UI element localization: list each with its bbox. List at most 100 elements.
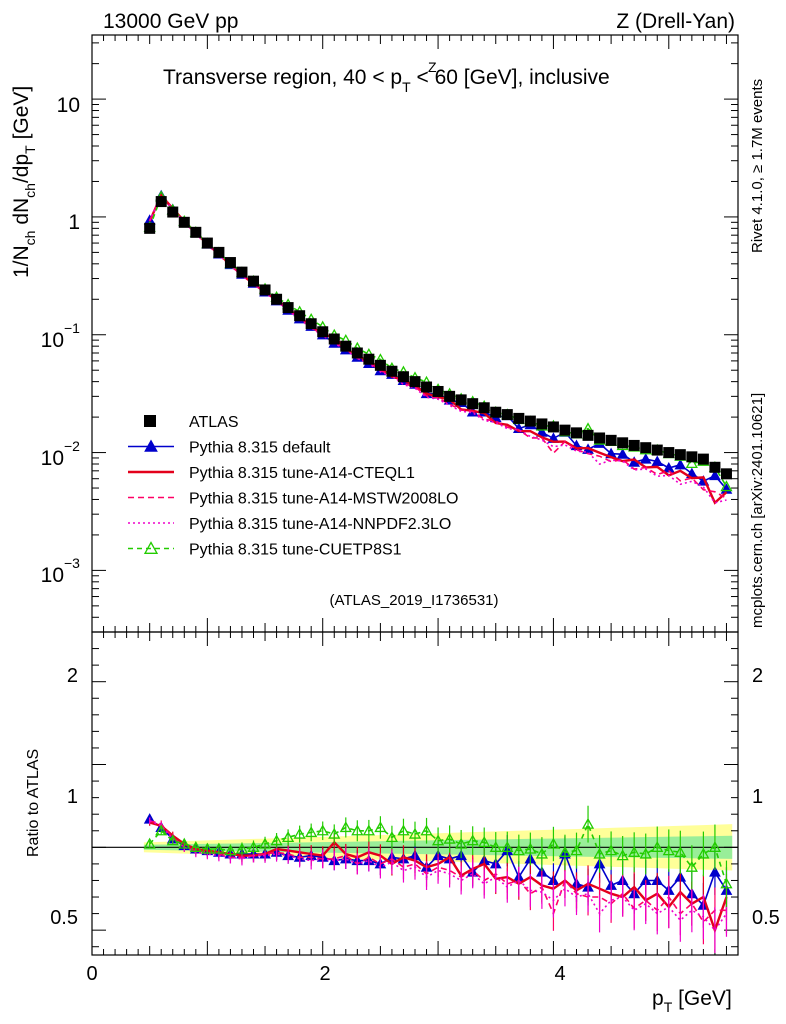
series-marker-ratio-4	[512, 844, 525, 856]
legend-item-3: Pythia 8.315 tune-A14-MSTW2008LO	[128, 491, 458, 508]
series-marker-ratio-4	[697, 847, 710, 859]
atlas-point	[213, 246, 225, 258]
ratio-tick-2-left: 2	[67, 665, 78, 687]
series-marker-ratio-4	[362, 824, 375, 836]
atlas-point	[478, 402, 490, 414]
atlas-point	[201, 237, 213, 249]
legend: ATLAS Pythia 8.315 default Pythia 8.315 tu…	[128, 414, 458, 559]
atlas-point	[167, 206, 179, 218]
x-axis-label: pT [GeV]	[652, 987, 732, 1015]
series-marker-ratio-4	[270, 834, 283, 846]
legend-label: Pythia 8.315 tune-CUETP8S1	[189, 542, 402, 559]
legend-item-5: Pythia 8.315 tune-CUETP8S1	[128, 541, 402, 559]
atlas-point	[697, 453, 709, 465]
plot-title-tail: < 60 [GeV], inclusive	[411, 66, 610, 89]
legend-label: Pythia 8.315 tune-A14-NNPDF2.3LO	[189, 516, 451, 533]
series-marker-ratio-4	[201, 842, 214, 854]
series-marker-ratio-4	[351, 824, 364, 836]
atlas-point	[547, 421, 559, 433]
energy-label: 13000 GeV pp	[103, 10, 238, 33]
series-marker-main-0	[662, 461, 675, 473]
y-tick-exp-1e-3: −3	[64, 555, 80, 571]
series-marker-ratio-4	[293, 827, 306, 839]
series-marker-ratio-4	[535, 847, 548, 859]
legend-label: Pythia 8.315 default	[189, 440, 331, 457]
atlas-point	[490, 406, 502, 418]
atlas-point	[282, 302, 294, 314]
atlas-point	[155, 196, 167, 208]
ratio-tick-1-left: 1	[67, 786, 78, 808]
main-series	[143, 189, 733, 505]
series-marker-ratio-4	[212, 842, 225, 854]
series-marker-ratio-4	[385, 831, 399, 843]
atlas-point	[178, 216, 190, 228]
legend-label: Pythia 8.315 tune-A14-MSTW2008LO	[189, 491, 458, 508]
y-tick-label-10: 10	[57, 94, 80, 117]
y-tick-label-1e-2: 10	[41, 447, 64, 470]
atlas-point	[397, 371, 409, 383]
atlas-point	[720, 468, 732, 480]
atlas-point	[663, 447, 675, 459]
mcplots-label: mcplots.cern.ch [arXiv:2401.10621]	[749, 393, 766, 628]
series-marker-ratio-4	[501, 840, 514, 852]
series-marker-main-0	[674, 458, 687, 470]
y-ticks-ratio	[92, 648, 738, 948]
analysis-id: (ATLAS_2019_I1736531)	[329, 592, 498, 609]
atlas-point	[409, 376, 421, 388]
series-marker-ratio-4	[651, 840, 664, 852]
series-marker-ratio-4	[581, 817, 595, 829]
series-marker-ratio-4	[408, 827, 422, 839]
series-marker-main-0	[616, 448, 629, 459]
process-label: Z (Drell-Yan)	[616, 10, 735, 33]
y-ratio-tick-labels: 2 1 0.5 2 1 0.5	[50, 665, 780, 929]
ratio-tick-0.5-right: 0.5	[752, 907, 780, 929]
series-line-main-1	[148, 193, 728, 505]
series-marker-ratio-4	[478, 836, 491, 848]
atlas-point	[421, 381, 433, 393]
atlas-point	[536, 418, 548, 430]
atlas-point	[640, 442, 652, 454]
series-marker-ratio-4	[593, 847, 606, 859]
atlas-point	[363, 353, 375, 365]
series-marker-ratio-4	[316, 824, 329, 836]
atlas-point	[594, 432, 606, 444]
rivet-label: Rivet 4.1.0, ≥ 1.7M events	[749, 79, 766, 253]
ratio-tick-0.5-left: 0.5	[50, 907, 78, 929]
x-tick-label-2: 2	[319, 963, 330, 985]
atlas-point	[340, 340, 352, 352]
series-marker-ratio-4	[282, 831, 295, 843]
atlas-point	[628, 439, 640, 451]
series-marker-ratio-4	[374, 821, 387, 833]
atlas-point	[259, 284, 271, 296]
y-tick-label-1: 1	[68, 211, 80, 234]
series-marker-ratio-0	[709, 866, 721, 877]
y-tick-label-1e-3: 10	[41, 564, 64, 587]
y-tick-exp-1e-2: −2	[64, 438, 80, 454]
legend-item-2: Pythia 8.315 tune-A14-CTEQL1	[128, 465, 415, 482]
series-marker-ratio-4	[570, 844, 583, 856]
series-marker-ratio-4	[339, 821, 352, 833]
atlas-point	[248, 275, 259, 287]
series-marker-ratio-4	[524, 842, 537, 854]
series-marker-main-0	[709, 469, 721, 481]
atlas-point	[236, 266, 248, 278]
y-tick-label-1e-1: 10	[41, 329, 64, 352]
x-ticks-main	[91, 35, 727, 632]
x-tick-label-4: 4	[554, 963, 565, 985]
atlas-point	[501, 409, 513, 421]
atlas-point	[571, 427, 582, 439]
series-marker-ratio-4	[605, 844, 618, 856]
atlas-point	[467, 398, 479, 410]
ratio-tick-2-right: 2	[752, 665, 763, 687]
series-marker-main-4	[720, 480, 733, 492]
series-marker-ratio-4	[616, 849, 629, 861]
atlas-point	[317, 326, 329, 338]
y-ratio-axis-label: Ratio to ATLAS	[25, 749, 42, 857]
series-marker-ratio-4	[674, 845, 687, 857]
atlas-point	[455, 394, 467, 406]
x-ticks-ratio	[91, 632, 727, 955]
legend-label: Pythia 8.315 tune-A14-CTEQL1	[189, 465, 415, 482]
plot-title-sup: Z	[428, 59, 437, 75]
atlas-point	[386, 365, 398, 377]
series-marker-main-0	[639, 453, 652, 464]
